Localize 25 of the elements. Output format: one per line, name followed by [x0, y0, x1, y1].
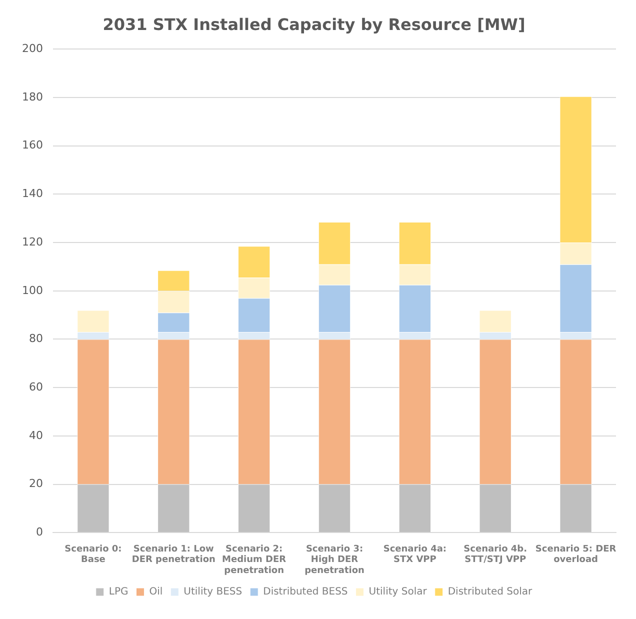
y-tick-label: 180 [22, 90, 43, 104]
y-tick-label: 120 [22, 235, 43, 248]
chart-title: 2031 STX Installed Capacity by Resource [MW] [102, 14, 526, 34]
y-tick-label: 0 [36, 525, 43, 538]
y-tick-label: 140 [22, 187, 43, 200]
legend-label: Distributed BESS [263, 586, 348, 598]
x-tick-label: Scenario 4b. STT/STJ VPP [464, 544, 528, 566]
legend-label: Oil [149, 586, 163, 598]
y-tick-label: 200 [22, 42, 43, 56]
x-tick-label: Scenario 1: Low DER penetration [132, 544, 216, 566]
y-tick-label: 80 [28, 332, 43, 346]
y-tick-label: 100 [22, 284, 43, 297]
y-tick-label: 60 [28, 380, 43, 394]
y-tick-label: 40 [28, 428, 43, 442]
x-tick-label: Scenario 5: DER overload [535, 544, 616, 566]
x-tick-label: Scenario 3: High DER penetration [304, 544, 364, 576]
legend-label: Utility BESS [184, 586, 242, 598]
y-tick-label: 160 [22, 138, 43, 152]
legend-label: Utility Solar [368, 586, 428, 598]
legend-label: Distributed Solar [448, 586, 534, 598]
y-tick-label: 20 [28, 477, 43, 490]
x-tick-label: Scenario 4a: STX VPP [383, 544, 447, 566]
x-tick-label: Scenario 2: Medium DER penetration [222, 544, 286, 576]
legend-label: LPG [108, 586, 128, 598]
x-tick-label: Scenario 0: Base [64, 544, 122, 566]
